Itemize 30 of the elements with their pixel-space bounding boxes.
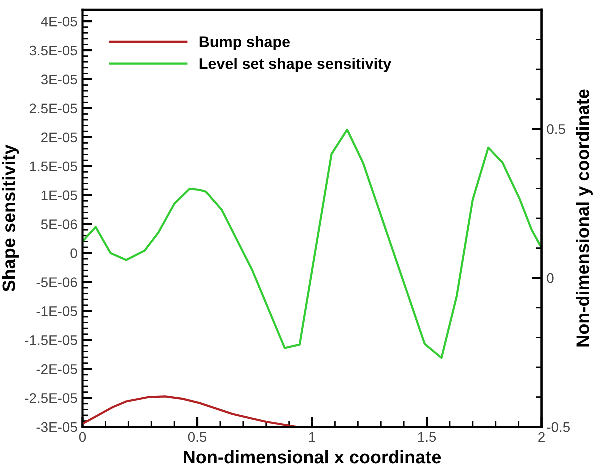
x-tick-label: 1.5 [418,432,436,442]
y2-tick-label: 0 [547,273,554,284]
line-series [82,396,298,428]
y-tick-label: 2.5E-05 [30,104,78,114]
y2-axis-title: Non-dimensional y coordinate [576,90,593,347]
y-tick-label: -1E-05 [36,306,78,316]
y-tick-label: 5E-06 [41,220,78,230]
line-series [82,128,542,360]
x-tick-label: 1 [309,432,316,442]
x-tick-label: 2 [538,432,545,442]
y-tick-label: 4E-05 [41,16,78,27]
legend-label: Level set shape sensitivity [200,58,392,72]
y-tick-label: 1E-05 [42,190,78,201]
y-tick-label: 1.5E-05 [30,162,78,172]
y2-tick-label: -0.5 [547,422,570,432]
y2-tick-label: 0.5 [547,124,566,134]
x-axis-title: Non-dimensional x coordinate [184,450,442,464]
y-tick-label: -2E-05 [36,364,78,374]
y-axis-title: Shape sensitivity [2,144,20,292]
y-tick-label: -1.5E-05 [25,336,78,346]
y-tick-label: -2.5E-05 [25,393,78,404]
x-tick-label: 0 [79,432,86,442]
y-tick-label: 3.5E-05 [30,46,78,56]
y-tick-label: -3E-05 [36,422,78,432]
y-tick-label: 2E-05 [42,132,78,143]
legend-label: Bump shape [200,36,290,50]
y-tick-label: 3E-05 [41,74,78,85]
y-tick-label: 0 [70,248,78,258]
y-tick-label: -5E-06 [36,278,78,288]
x-tick-label: 0.5 [188,432,207,442]
